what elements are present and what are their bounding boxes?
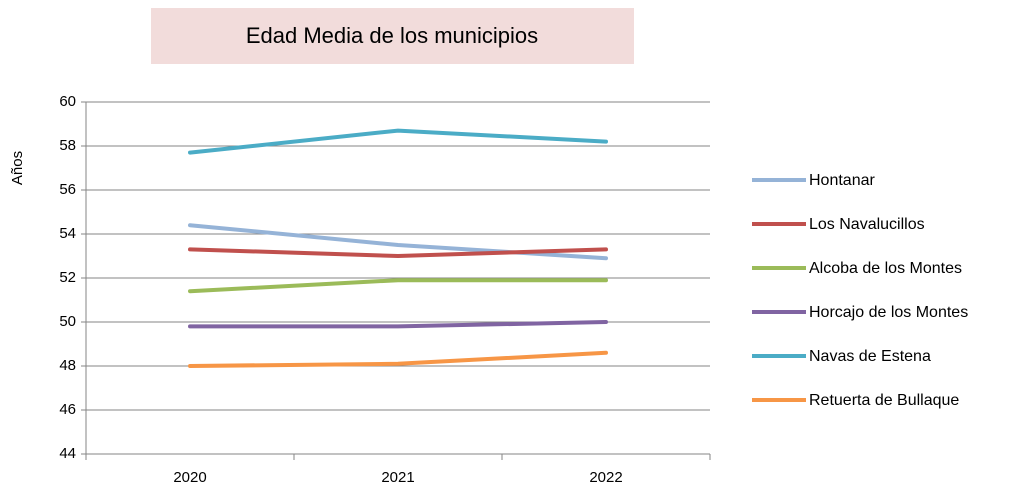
title-box (151, 8, 634, 64)
legend-label: Retuerta de Bullaque (809, 392, 959, 409)
y-tick-label: 50 (59, 313, 76, 330)
y-tick-label: 58 (59, 137, 76, 154)
y-axis-label: Años (9, 151, 26, 185)
series-line (188, 278, 608, 294)
y-tick-label: 46 (59, 401, 76, 418)
legend-label: Navas de Estena (809, 348, 931, 365)
chart-title: Edad Media de los municipios (246, 23, 538, 48)
x-tick-label: 2020 (173, 469, 206, 486)
legend-label: Alcoba de los Montes (809, 260, 962, 277)
y-tick-label: 44 (59, 445, 76, 462)
legend-label: Hontanar (809, 172, 875, 189)
x-tick-label: 2022 (589, 469, 622, 486)
legend-label: Horcajo de los Montes (809, 304, 968, 321)
y-tick-label: 48 (59, 357, 76, 374)
series-line (188, 320, 608, 329)
y-tick-label: 56 (59, 181, 76, 198)
series-line (188, 128, 608, 155)
y-tick-label: 60 (59, 93, 76, 110)
y-tick-label: 52 (59, 269, 76, 286)
x-tick-label: 2021 (381, 469, 414, 486)
series-line (188, 223, 608, 261)
legend-label: Los Navalucillos (809, 216, 925, 233)
y-tick-label: 54 (59, 225, 76, 242)
series-line (188, 247, 608, 258)
series-line (188, 350, 608, 368)
